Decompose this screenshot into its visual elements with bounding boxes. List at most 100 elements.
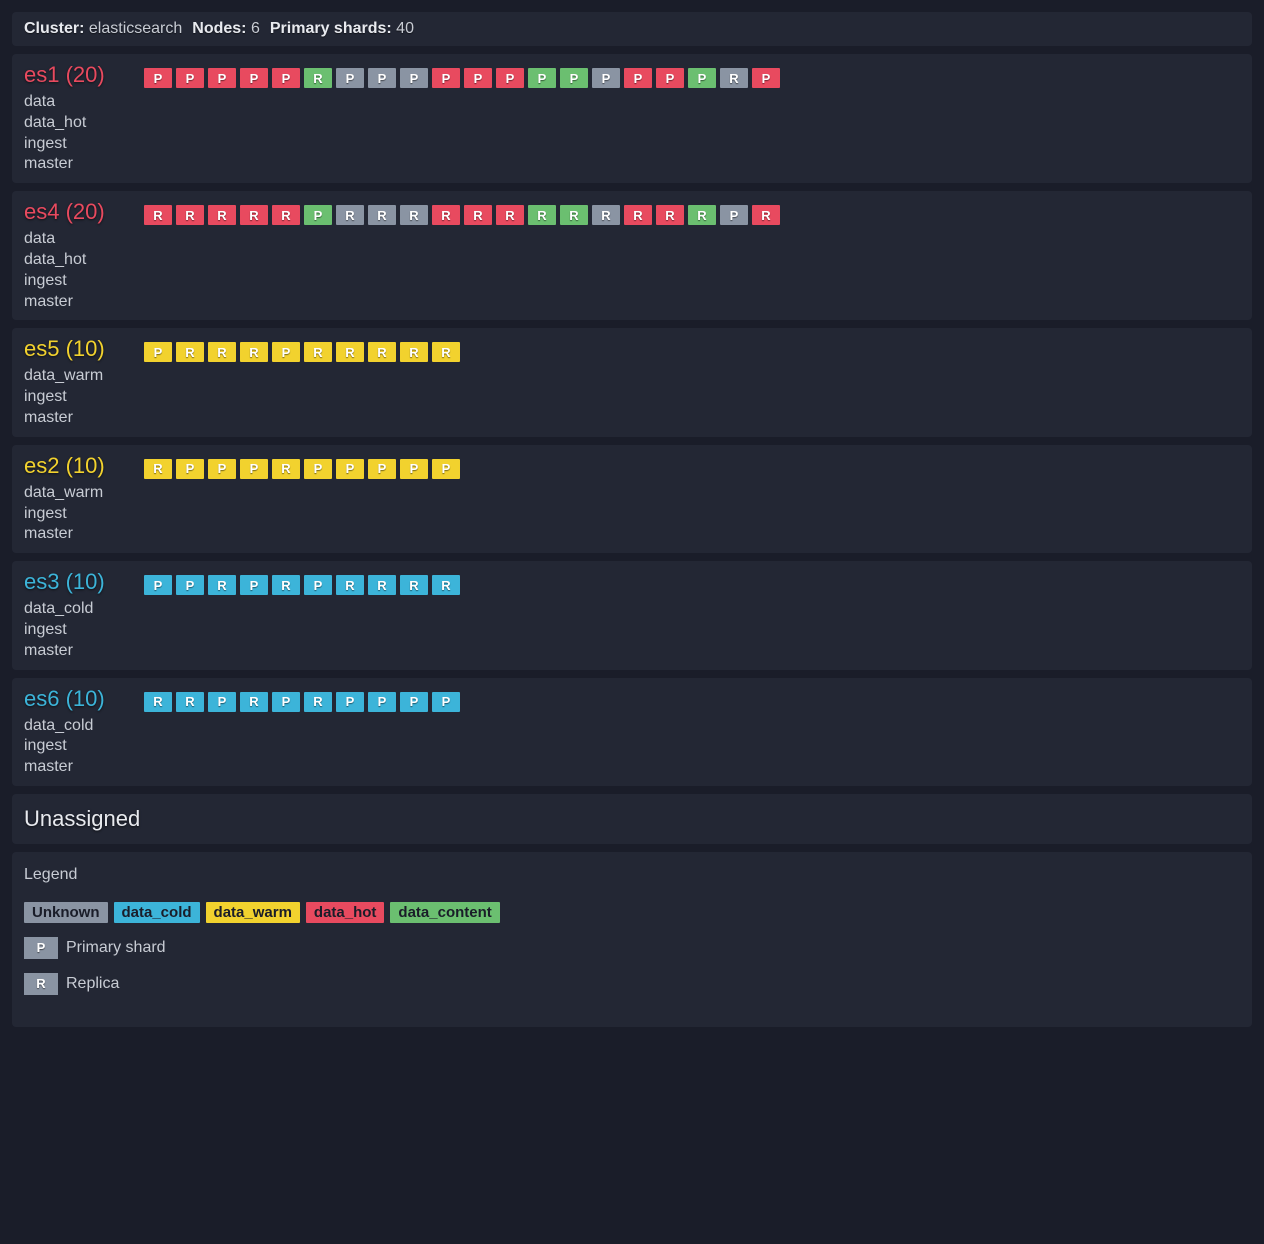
legend-tier-swatch: data_content xyxy=(390,902,499,923)
legend-tier-swatch: data_warm xyxy=(206,902,300,923)
shard[interactable]: P xyxy=(400,68,428,88)
shard[interactable]: R xyxy=(432,205,460,225)
shard[interactable]: R xyxy=(400,205,428,225)
primary-shards-label: Primary shards: xyxy=(270,20,392,37)
node-role: data_warm xyxy=(24,366,124,387)
shard[interactable]: P xyxy=(144,342,172,362)
shard[interactable]: P xyxy=(176,575,204,595)
shard[interactable]: R xyxy=(304,692,332,712)
shard[interactable]: P xyxy=(304,575,332,595)
nodes-label: Nodes: xyxy=(192,20,246,37)
shard[interactable]: R xyxy=(336,342,364,362)
shard[interactable]: R xyxy=(272,459,300,479)
shard[interactable]: R xyxy=(240,205,268,225)
node-panel: es4 (20)datadata_hotingestmasterRRRRRPRR… xyxy=(12,191,1252,320)
shard[interactable]: P xyxy=(240,575,268,595)
shard[interactable]: R xyxy=(144,205,172,225)
node-title[interactable]: es3 (10) xyxy=(24,569,124,595)
shard[interactable]: R xyxy=(624,205,652,225)
shard[interactable]: R xyxy=(304,68,332,88)
shard[interactable]: P xyxy=(240,459,268,479)
shard[interactable]: R xyxy=(528,205,556,225)
shard[interactable]: R xyxy=(240,692,268,712)
shard[interactable]: P xyxy=(752,68,780,88)
shard[interactable]: P xyxy=(336,692,364,712)
shard[interactable]: P xyxy=(432,459,460,479)
shard[interactable]: P xyxy=(624,68,652,88)
node-title[interactable]: es5 (10) xyxy=(24,336,124,362)
node-role: master xyxy=(24,408,124,429)
shard[interactable]: R xyxy=(336,575,364,595)
shard[interactable]: P xyxy=(304,459,332,479)
shard[interactable]: R xyxy=(560,205,588,225)
node-role: master xyxy=(24,641,124,662)
shard[interactable]: R xyxy=(208,575,236,595)
node-title[interactable]: es1 (20) xyxy=(24,62,124,88)
shard[interactable]: R xyxy=(368,575,396,595)
node-role: ingest xyxy=(24,134,124,155)
shard[interactable]: R xyxy=(432,575,460,595)
shard[interactable]: P xyxy=(304,205,332,225)
node-title[interactable]: es4 (20) xyxy=(24,199,124,225)
node-role: data_warm xyxy=(24,483,124,504)
shard[interactable]: P xyxy=(560,68,588,88)
shard[interactable]: R xyxy=(368,342,396,362)
shard[interactable]: R xyxy=(272,205,300,225)
shard[interactable]: P xyxy=(400,459,428,479)
shard[interactable]: R xyxy=(176,205,204,225)
shard[interactable]: P xyxy=(432,68,460,88)
shard[interactable]: R xyxy=(592,205,620,225)
shard[interactable]: R xyxy=(720,68,748,88)
shard[interactable]: R xyxy=(208,205,236,225)
shard[interactable]: R xyxy=(304,342,332,362)
shard[interactable]: R xyxy=(272,575,300,595)
shard[interactable]: P xyxy=(720,205,748,225)
node-roles: datadata_hotingestmaster xyxy=(24,92,124,175)
shard[interactable]: P xyxy=(208,459,236,479)
node-role: master xyxy=(24,757,124,778)
shard[interactable]: R xyxy=(336,205,364,225)
shard[interactable]: P xyxy=(528,68,556,88)
shard[interactable]: R xyxy=(400,342,428,362)
shard[interactable]: P xyxy=(368,692,396,712)
shard[interactable]: R xyxy=(208,342,236,362)
shard[interactable]: P xyxy=(272,342,300,362)
legend-replica-row: R Replica xyxy=(24,973,1240,995)
node-title[interactable]: es2 (10) xyxy=(24,453,124,479)
shard[interactable]: P xyxy=(336,68,364,88)
shard[interactable]: P xyxy=(368,459,396,479)
shard[interactable]: R xyxy=(464,205,492,225)
shard[interactable]: P xyxy=(272,68,300,88)
shard[interactable]: R xyxy=(176,342,204,362)
shard[interactable]: P xyxy=(432,692,460,712)
shard[interactable]: P xyxy=(464,68,492,88)
shard[interactable]: R xyxy=(176,692,204,712)
shard[interactable]: P xyxy=(208,68,236,88)
shard[interactable]: R xyxy=(368,205,396,225)
shard[interactable]: P xyxy=(400,692,428,712)
shard[interactable]: P xyxy=(176,68,204,88)
shard[interactable]: R xyxy=(144,459,172,479)
shard[interactable]: P xyxy=(240,68,268,88)
node-title[interactable]: es6 (10) xyxy=(24,686,124,712)
shard[interactable]: P xyxy=(144,68,172,88)
shard[interactable]: P xyxy=(208,692,236,712)
shard[interactable]: R xyxy=(432,342,460,362)
shard[interactable]: P xyxy=(368,68,396,88)
shard[interactable]: P xyxy=(496,68,524,88)
shard[interactable]: R xyxy=(496,205,524,225)
shard[interactable]: R xyxy=(400,575,428,595)
shard[interactable]: P xyxy=(688,68,716,88)
node-roles: data_coldingestmaster xyxy=(24,716,124,778)
shard[interactable]: R xyxy=(656,205,684,225)
shard[interactable]: P xyxy=(592,68,620,88)
shard[interactable]: R xyxy=(688,205,716,225)
shard[interactable]: P xyxy=(336,459,364,479)
shard[interactable]: R xyxy=(144,692,172,712)
shard[interactable]: P xyxy=(272,692,300,712)
shard[interactable]: R xyxy=(752,205,780,225)
shard[interactable]: P xyxy=(656,68,684,88)
shard[interactable]: P xyxy=(144,575,172,595)
shard[interactable]: P xyxy=(176,459,204,479)
shard[interactable]: R xyxy=(240,342,268,362)
